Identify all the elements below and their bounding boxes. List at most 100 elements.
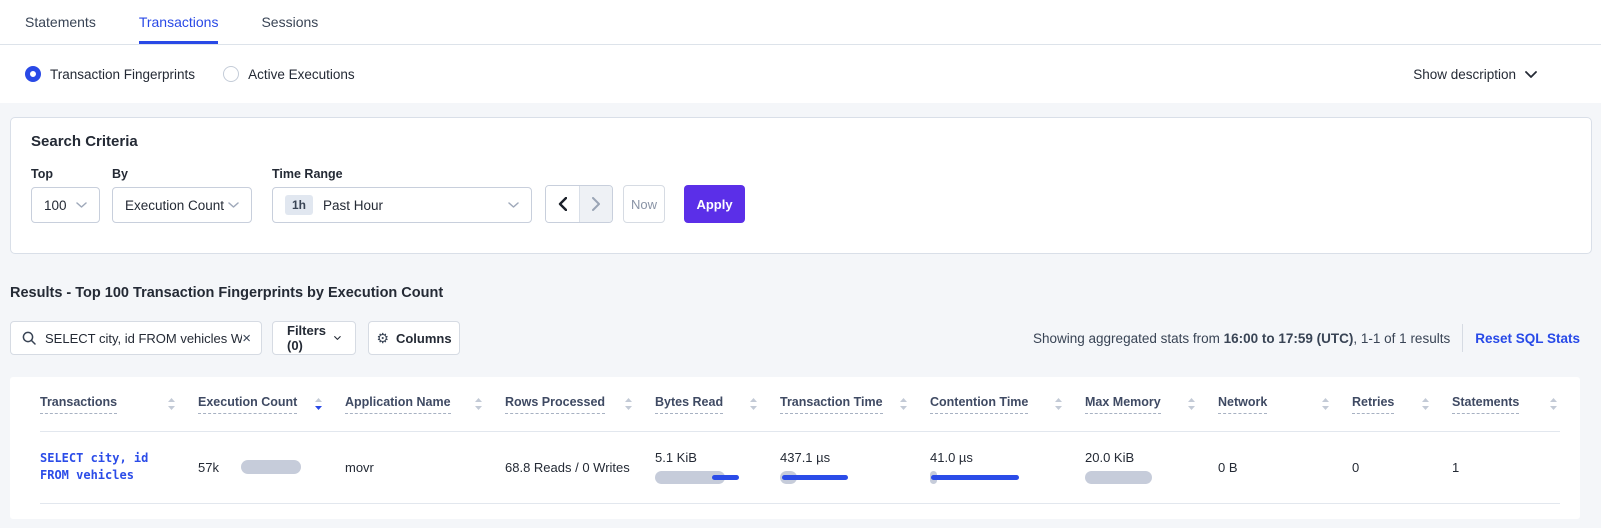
column-header-statements[interactable]: Statements	[1452, 377, 1580, 431]
transaction-time-cell: 437.1 µs	[780, 431, 930, 503]
column-header-retries[interactable]: Retries	[1352, 377, 1452, 431]
chevron-down-icon	[228, 202, 239, 208]
top-select[interactable]: 100	[31, 187, 100, 223]
results-controls-row: × Filters (0) ⚙ Columns Showing aggregat…	[10, 321, 1580, 355]
by-select[interactable]: Execution Count	[112, 187, 252, 223]
time-nav-group	[545, 185, 613, 223]
stats-range: 16:00 to 17:59 (UTC)	[1223, 330, 1354, 346]
radio-label: Transaction Fingerprints	[50, 66, 196, 82]
column-header-max-memory[interactable]: Max Memory	[1085, 377, 1218, 431]
time-range-label: Time Range	[272, 167, 343, 181]
view-toggle-row: Transaction Fingerprints Active Executio…	[0, 45, 1601, 103]
tab-transactions[interactable]: Transactions	[138, 0, 219, 44]
max-memory-bar	[1085, 470, 1185, 485]
radio-selected-icon	[25, 66, 41, 82]
contention-time-bar	[930, 470, 1030, 485]
aggregated-stats-text: Showing aggregated stats from 16:00 to 1…	[1033, 331, 1450, 346]
chevron-right-icon	[591, 197, 600, 211]
tab-sessions[interactable]: Sessions	[261, 13, 319, 30]
sort-icon[interactable]	[1421, 397, 1430, 411]
sort-icon[interactable]	[167, 397, 176, 411]
criteria-controls: Top 100 By Execution Count Time Range 1h…	[31, 167, 1571, 223]
clear-search-icon[interactable]: ×	[242, 329, 251, 347]
sort-icon[interactable]	[899, 397, 908, 411]
sort-icon[interactable]	[749, 397, 758, 411]
sort-icon[interactable]	[624, 397, 633, 411]
stats-prefix: Showing aggregated stats from	[1033, 330, 1224, 346]
time-range-select[interactable]: 1h Past Hour	[272, 187, 532, 223]
bytes-read-cell: 5.1 KiB	[655, 431, 780, 503]
contention-time-cell: 41.0 µs	[930, 431, 1085, 503]
stats-suffix: , 1-1 of 1 results	[1353, 330, 1451, 346]
chevron-down-icon	[508, 202, 519, 208]
bytes-read-value: 5.1 KiB	[655, 449, 697, 465]
sort-icon[interactable]	[474, 397, 483, 411]
time-range-value: Past Hour	[323, 197, 384, 213]
sort-icon[interactable]	[1321, 397, 1330, 411]
transaction-fingerprint-link[interactable]: SELECT city, id FROM vehicles	[40, 451, 149, 482]
table-row: SELECT city, id FROM vehicles 57k movr 68…	[10, 431, 1580, 503]
show-description-toggle[interactable]: Show description	[1413, 67, 1537, 82]
network-cell: 0 B	[1218, 459, 1238, 475]
radio-transaction-fingerprints[interactable]: Transaction Fingerprints	[25, 66, 195, 82]
execution-count-bar	[240, 460, 301, 474]
chevron-down-icon	[76, 202, 87, 208]
gear-icon: ⚙	[376, 329, 389, 346]
tab-statements[interactable]: Statements	[25, 13, 96, 30]
column-header-rows-processed[interactable]: Rows Processed	[505, 377, 655, 431]
sort-icon-active-desc[interactable]	[314, 397, 323, 411]
top-field-group: Top 100	[31, 167, 100, 223]
filters-label: Filters (0)	[287, 323, 327, 353]
column-header-execution-count[interactable]: Execution Count	[198, 377, 345, 431]
max-memory-value: 20.0 KiB	[1085, 449, 1135, 465]
execution-count-cell: 57k	[198, 431, 345, 503]
divider	[1462, 324, 1464, 352]
search-icon	[22, 331, 36, 345]
sort-icon[interactable]	[1187, 397, 1196, 411]
contention-time-value: 41.0 µs	[930, 449, 973, 465]
header-divider	[40, 431, 1560, 432]
time-range-badge: 1h	[285, 195, 314, 215]
column-header-transaction-time[interactable]: Transaction Time	[780, 377, 930, 431]
column-header-application-name[interactable]: Application Name	[345, 377, 505, 431]
retries-cell: 0	[1352, 459, 1360, 475]
filters-button[interactable]: Filters (0)	[272, 321, 356, 355]
column-header-bytes-read[interactable]: Bytes Read	[655, 377, 780, 431]
sort-icon[interactable]	[1549, 397, 1558, 411]
time-range-field-group: Time Range 1h Past Hour	[272, 167, 532, 223]
top-select-value: 100	[44, 197, 67, 213]
search-box[interactable]: ×	[10, 321, 262, 355]
chevron-down-icon	[1525, 70, 1537, 78]
next-time-button[interactable]	[579, 186, 612, 222]
table-header-row: Transactions Execution Count Application…	[10, 377, 1580, 431]
radio-active-executions[interactable]: Active Executions	[223, 66, 355, 82]
column-header-network[interactable]: Network	[1218, 377, 1352, 431]
row-divider	[40, 503, 1560, 504]
columns-label: Columns	[395, 330, 452, 346]
rows-processed-cell: 68.8 Reads / 0 Writes	[505, 459, 630, 475]
page-tabs: Statements Transactions Sessions	[0, 0, 1601, 45]
by-field-group: By Execution Count	[112, 167, 252, 223]
reset-sql-stats-link[interactable]: Reset SQL Stats	[1475, 330, 1580, 346]
columns-button[interactable]: ⚙ Columns	[368, 321, 460, 355]
column-header-transactions[interactable]: Transactions	[10, 377, 198, 431]
radio-unselected-icon	[223, 66, 240, 82]
transaction-time-bar	[780, 470, 880, 485]
transaction-fingerprint-cell: SELECT city, id FROM vehicles	[10, 431, 198, 503]
top-label: Top	[31, 167, 53, 181]
search-criteria-card: Search Criteria Top 100 By Execution Cou…	[10, 117, 1592, 254]
search-criteria-title: Search Criteria	[31, 133, 138, 150]
execution-count-value: 57k	[198, 459, 219, 475]
transaction-time-value: 437.1 µs	[780, 449, 831, 465]
previous-time-button[interactable]	[546, 186, 579, 222]
transactions-table: Transactions Execution Count Application…	[10, 377, 1580, 519]
apply-button[interactable]: Apply	[684, 185, 745, 223]
show-description-label: Show description	[1413, 66, 1516, 82]
application-name-cell: movr	[345, 459, 374, 475]
bytes-read-bar	[655, 470, 755, 485]
now-button[interactable]: Now	[623, 185, 665, 223]
column-header-contention-time[interactable]: Contention Time	[930, 377, 1085, 431]
by-select-value: Execution Count	[125, 197, 225, 213]
sort-icon[interactable]	[1054, 397, 1063, 411]
search-input[interactable]	[45, 330, 243, 346]
